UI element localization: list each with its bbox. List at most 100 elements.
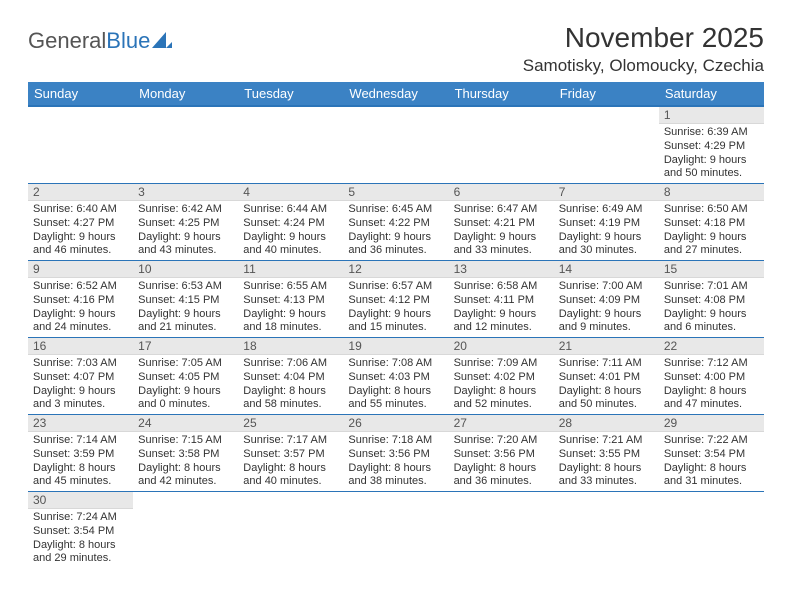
calendar-cell: 11Sunrise: 6:55 AMSunset: 4:13 PMDayligh… xyxy=(238,261,343,338)
day-line: and 18 minutes. xyxy=(243,321,338,335)
day-line: Sunset: 4:04 PM xyxy=(243,371,338,385)
day-line: Daylight: 8 hours xyxy=(454,462,549,476)
location-subtitle: Samotisky, Olomoucky, Czechia xyxy=(523,56,764,76)
day-line: Daylight: 9 hours xyxy=(664,154,759,168)
title-block: November 2025 Samotisky, Olomoucky, Czec… xyxy=(523,22,764,76)
day-line: Sunset: 4:09 PM xyxy=(559,294,654,308)
calendar-cell: 21Sunrise: 7:11 AMSunset: 4:01 PMDayligh… xyxy=(554,338,659,415)
day-number: 7 xyxy=(554,184,659,201)
day-line: and 31 minutes. xyxy=(664,475,759,489)
day-line: Sunset: 4:13 PM xyxy=(243,294,338,308)
day-number: 1 xyxy=(659,107,764,124)
calendar-cell: 19Sunrise: 7:08 AMSunset: 4:03 PMDayligh… xyxy=(343,338,448,415)
day-number: 3 xyxy=(133,184,238,201)
day-line: Sunset: 3:55 PM xyxy=(559,448,654,462)
calendar-cell xyxy=(133,492,238,569)
weekday-header: Monday xyxy=(133,82,238,106)
day-content: Sunrise: 7:22 AMSunset: 3:54 PMDaylight:… xyxy=(659,432,764,491)
day-line: Daylight: 8 hours xyxy=(664,462,759,476)
day-content: Sunrise: 7:14 AMSunset: 3:59 PMDaylight:… xyxy=(28,432,133,491)
day-content: Sunrise: 7:15 AMSunset: 3:58 PMDaylight:… xyxy=(133,432,238,491)
day-line: Daylight: 8 hours xyxy=(243,385,338,399)
day-line: Sunrise: 6:39 AM xyxy=(664,126,759,140)
day-line: and 12 minutes. xyxy=(454,321,549,335)
day-line: Sunset: 4:25 PM xyxy=(138,217,233,231)
day-line: Daylight: 8 hours xyxy=(559,462,654,476)
calendar-cell xyxy=(133,106,238,184)
weekday-header: Thursday xyxy=(449,82,554,106)
day-content: Sunrise: 6:50 AMSunset: 4:18 PMDaylight:… xyxy=(659,201,764,260)
day-line: and 9 minutes. xyxy=(559,321,654,335)
day-line: Sunrise: 6:55 AM xyxy=(243,280,338,294)
day-content: Sunrise: 7:00 AMSunset: 4:09 PMDaylight:… xyxy=(554,278,659,337)
day-line: Sunrise: 7:09 AM xyxy=(454,357,549,371)
day-line: Sunrise: 7:11 AM xyxy=(559,357,654,371)
day-line: Daylight: 8 hours xyxy=(33,462,128,476)
day-line: Sunrise: 6:47 AM xyxy=(454,203,549,217)
day-line: Daylight: 9 hours xyxy=(664,308,759,322)
calendar-cell: 4Sunrise: 6:44 AMSunset: 4:24 PMDaylight… xyxy=(238,184,343,261)
calendar-cell: 5Sunrise: 6:45 AMSunset: 4:22 PMDaylight… xyxy=(343,184,448,261)
day-line: Daylight: 9 hours xyxy=(138,231,233,245)
day-line: and 46 minutes. xyxy=(33,244,128,258)
day-line: Daylight: 9 hours xyxy=(33,308,128,322)
calendar-cell xyxy=(343,492,448,569)
day-line: Sunset: 4:12 PM xyxy=(348,294,443,308)
day-line: Daylight: 9 hours xyxy=(454,231,549,245)
calendar-cell: 23Sunrise: 7:14 AMSunset: 3:59 PMDayligh… xyxy=(28,415,133,492)
calendar-cell: 9Sunrise: 6:52 AMSunset: 4:16 PMDaylight… xyxy=(28,261,133,338)
day-content: Sunrise: 7:01 AMSunset: 4:08 PMDaylight:… xyxy=(659,278,764,337)
calendar-cell: 14Sunrise: 7:00 AMSunset: 4:09 PMDayligh… xyxy=(554,261,659,338)
day-line: Sunset: 4:19 PM xyxy=(559,217,654,231)
day-number: 21 xyxy=(554,338,659,355)
day-line: Daylight: 9 hours xyxy=(559,231,654,245)
day-line: Sunset: 4:16 PM xyxy=(33,294,128,308)
weekday-header: Wednesday xyxy=(343,82,448,106)
calendar-cell: 20Sunrise: 7:09 AMSunset: 4:02 PMDayligh… xyxy=(449,338,554,415)
weekday-header: Saturday xyxy=(659,82,764,106)
day-content: Sunrise: 6:47 AMSunset: 4:21 PMDaylight:… xyxy=(449,201,554,260)
day-line: Sunrise: 6:44 AM xyxy=(243,203,338,217)
day-line: and 36 minutes. xyxy=(348,244,443,258)
day-line: Sunrise: 6:57 AM xyxy=(348,280,443,294)
day-line: Sunrise: 6:52 AM xyxy=(33,280,128,294)
day-line: Sunrise: 7:01 AM xyxy=(664,280,759,294)
page-header: GeneralBlue November 2025 Samotisky, Olo… xyxy=(28,22,764,76)
calendar-cell xyxy=(343,106,448,184)
weekday-header: Friday xyxy=(554,82,659,106)
calendar-cell: 12Sunrise: 6:57 AMSunset: 4:12 PMDayligh… xyxy=(343,261,448,338)
day-line: Daylight: 8 hours xyxy=(454,385,549,399)
day-number: 18 xyxy=(238,338,343,355)
calendar-cell xyxy=(449,492,554,569)
day-line: Sunset: 4:01 PM xyxy=(559,371,654,385)
day-content: Sunrise: 7:20 AMSunset: 3:56 PMDaylight:… xyxy=(449,432,554,491)
day-number: 11 xyxy=(238,261,343,278)
day-line: Sunset: 4:03 PM xyxy=(348,371,443,385)
day-line: Daylight: 9 hours xyxy=(33,385,128,399)
calendar-row: 9Sunrise: 6:52 AMSunset: 4:16 PMDaylight… xyxy=(28,261,764,338)
day-content: Sunrise: 6:57 AMSunset: 4:12 PMDaylight:… xyxy=(343,278,448,337)
day-line: Sunset: 4:18 PM xyxy=(664,217,759,231)
day-content: Sunrise: 7:06 AMSunset: 4:04 PMDaylight:… xyxy=(238,355,343,414)
day-line: Sunset: 4:22 PM xyxy=(348,217,443,231)
day-line: and 43 minutes. xyxy=(138,244,233,258)
day-content: Sunrise: 7:11 AMSunset: 4:01 PMDaylight:… xyxy=(554,355,659,414)
calendar-cell: 27Sunrise: 7:20 AMSunset: 3:56 PMDayligh… xyxy=(449,415,554,492)
day-content: Sunrise: 7:08 AMSunset: 4:03 PMDaylight:… xyxy=(343,355,448,414)
day-number: 12 xyxy=(343,261,448,278)
day-number: 20 xyxy=(449,338,554,355)
day-content: Sunrise: 7:05 AMSunset: 4:05 PMDaylight:… xyxy=(133,355,238,414)
calendar-head: SundayMondayTuesdayWednesdayThursdayFrid… xyxy=(28,82,764,106)
day-line: and 40 minutes. xyxy=(243,475,338,489)
calendar-cell: 30Sunrise: 7:24 AMSunset: 3:54 PMDayligh… xyxy=(28,492,133,569)
calendar-cell xyxy=(238,492,343,569)
day-content: Sunrise: 7:21 AMSunset: 3:55 PMDaylight:… xyxy=(554,432,659,491)
day-number: 24 xyxy=(133,415,238,432)
calendar-row: 1Sunrise: 6:39 AMSunset: 4:29 PMDaylight… xyxy=(28,106,764,184)
day-line: Sunrise: 7:03 AM xyxy=(33,357,128,371)
day-line: Sunset: 4:07 PM xyxy=(33,371,128,385)
logo-text-1: General xyxy=(28,28,106,54)
calendar-cell: 22Sunrise: 7:12 AMSunset: 4:00 PMDayligh… xyxy=(659,338,764,415)
day-number: 2 xyxy=(28,184,133,201)
day-line: Daylight: 8 hours xyxy=(243,462,338,476)
